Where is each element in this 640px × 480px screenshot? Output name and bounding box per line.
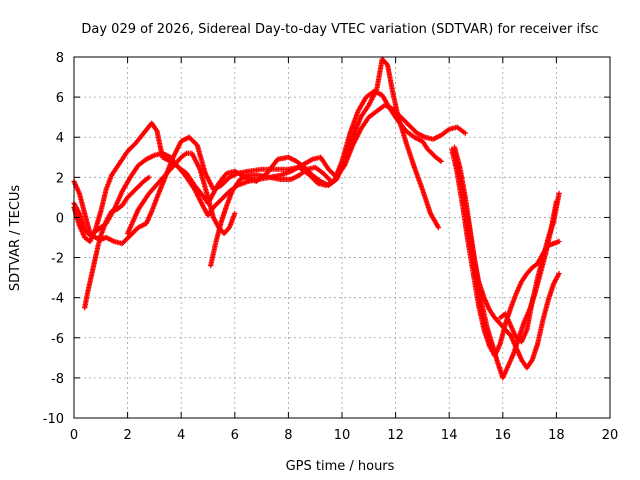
y-tick-label: -10 [43,412,64,427]
chart-title: Day 029 of 2026, Sidereal Day-to-day VTE… [81,22,598,37]
x-tick-label: 6 [231,428,239,443]
x-tick-label: 12 [387,428,404,443]
series-track-f [208,164,334,269]
x-tick-labels: 0 2 4 6 8 10 12 14 16 18 20 [70,428,618,443]
data-point [556,238,562,245]
series-track-j [497,190,562,345]
data-point [462,130,468,136]
data-point [328,178,334,184]
y-tick-label: 6 [56,91,64,106]
x-axis-label: GPS time / hours [286,459,395,474]
x-tick-label: 0 [70,428,78,443]
y-tick-label: 2 [56,171,64,186]
data-point [556,190,562,196]
y-tick-label: 8 [56,51,64,66]
data-point [146,174,152,180]
data-point [232,210,238,217]
data-points [71,56,562,381]
series-track-d [82,174,152,311]
x-tick-label: 14 [441,428,458,443]
y-tick-label: -8 [51,372,64,387]
x-tick-label: 8 [284,428,292,443]
data-point [556,271,562,277]
y-tick-label: 0 [56,211,64,226]
y-tick-label: -4 [51,292,64,307]
series-track-e [125,150,238,237]
y-axis-label: SDTVAR / TECUs [8,185,23,292]
y-tick-label: 4 [56,131,64,146]
x-tick-label: 4 [177,428,185,443]
data-point [435,224,442,231]
x-tick-label: 18 [548,428,565,443]
x-tick-label: 2 [123,428,131,443]
data-point [438,158,444,164]
y-tick-label: -2 [51,252,64,267]
x-tick-label: 10 [334,428,351,443]
series-track-i [449,146,562,359]
x-tick-label: 16 [495,428,512,443]
axis-ticks [73,56,611,419]
y-tick-labels: -10 -8 -6 -4 -2 0 2 4 6 8 [43,51,64,427]
x-tick-label: 20 [602,428,619,443]
y-tick-label: -6 [51,332,64,347]
